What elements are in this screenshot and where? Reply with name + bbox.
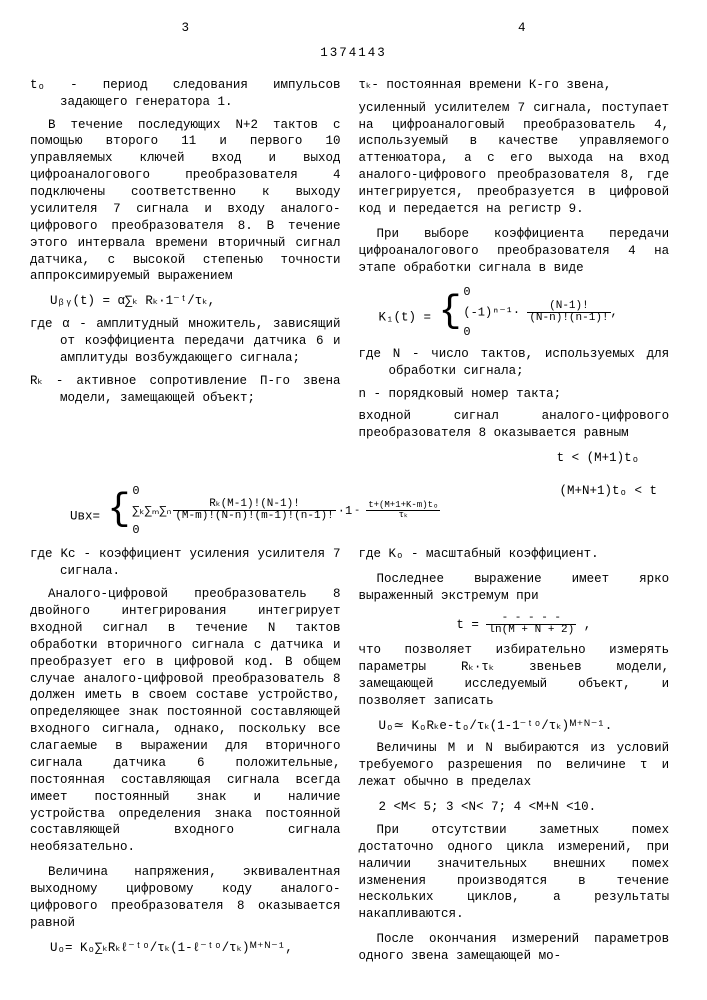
right-column-upper: τₖ- постоянная времени К-го звена, усиле… <box>359 77 670 475</box>
def-t0: tₒ - период следования импульсов задающе… <box>60 77 341 111</box>
left-column-upper: tₒ - период следования импульсов задающе… <box>30 77 341 475</box>
wf-sum: ∑ₖ∑ₘ∑ₙ <box>132 503 171 519</box>
formula-ubt: Uᵦᵧ(t) = α∑ₖ Rₖ·1⁻ᵗ/τₖ, <box>50 293 341 310</box>
def-rk: Rₖ - активное сопротивление П-го звена м… <box>60 373 341 407</box>
para-left-2: В течение последующих N+2 тактов с помощ… <box>30 117 341 286</box>
k1-case-bot: 0 <box>463 324 617 340</box>
wf-lhs: Uвх= <box>70 509 100 523</box>
para-right-8: После окончания измерений параметров одн… <box>359 931 670 965</box>
para-right-3: входной сигнал аналого-цифрового преобра… <box>359 408 670 442</box>
formula-u0-left: Uₒ= Kₒ∑ₖRₖℓ⁻ᵗᵒ/τₖ(1-ℓ⁻ᵗᵒ/τₖ)ᴹ⁺ᴺ⁻¹, <box>50 940 341 957</box>
k1-case-mid: (-1)ⁿ⁻¹ <box>463 305 513 319</box>
wf-tail: ·1 <box>338 503 352 519</box>
def-tau: τₖ- постоянная времени К-го звена, <box>389 77 670 94</box>
def-N: где N - число тактов, используемых для о… <box>389 346 670 380</box>
para-right-5: что позволяет избирательно измерять пара… <box>359 642 670 710</box>
k1-frac-num: (N-1)! <box>527 301 610 313</box>
wf-bot: 0 <box>132 522 440 538</box>
def-alpha: где α - амплитудный множитель, зависящий… <box>60 316 341 367</box>
k1-case-top: 0 <box>463 284 617 300</box>
para-right-2: При выборе коэффициента передачи цифроан… <box>359 226 670 277</box>
page-wrapper: 3 4 1374143 tₒ - период следования импул… <box>30 20 677 973</box>
page-numbers: 3 4 <box>30 20 677 37</box>
def-ko: где Kₒ - масштабный коэффициент. <box>359 546 670 563</box>
formula-bounds: 2 <М< 5; 3 <N< 7; 4 <M+N <10. <box>379 799 670 816</box>
def-kc: где Kc - коэффициент усиления усилителя … <box>60 546 341 580</box>
page-left-num: 3 <box>30 20 341 37</box>
lower-columns: где Kc - коэффициент усиления усилителя … <box>30 546 677 973</box>
right-column-lower: где Kₒ - масштабный коэффициент. Последн… <box>359 546 670 973</box>
wf-exp-den: τₖ <box>366 511 440 520</box>
left-column-lower: где Kc - коэффициент усиления усилителя … <box>30 546 341 973</box>
wf-frac-den: (M-m)!(N-n)!(m-1)!(n-1)! <box>173 511 335 522</box>
formula-k1: K₁(t) = { 0 (-1)ⁿ⁻¹· (N-1)! (N-n)!(n-1)!… <box>379 284 670 339</box>
page-right-num: 4 <box>366 20 677 37</box>
def-n: n - порядковый номер такта; <box>389 386 670 403</box>
cond2: (M+N+1)tₒ < t <box>559 483 657 500</box>
para-right-7: При отсутствии заметных помех достаточно… <box>359 822 670 923</box>
para-right-1: усиленный усилителем 7 сигнала, поступае… <box>359 100 670 218</box>
para-left-3: Аналого-цифровой преобразователь 8 двойн… <box>30 586 341 856</box>
para-right-6: Величины М и N выбираются из условий тре… <box>359 740 670 791</box>
ft-den: ln(M + N + 2) <box>486 625 576 636</box>
cond1: t < (M+1)tₒ <box>359 450 640 467</box>
patent-number: 1374143 <box>30 45 677 62</box>
para-right-4: Последнее выражение имеет ярко выраженны… <box>359 571 670 605</box>
k1-frac-den: (N-n)!(n-1)! <box>527 313 610 324</box>
formula-u0-right: Uₒ≃ KₒRₖe-tₒ/τₖ(1-1⁻ᵗᵒ/τₖ)ᴹ⁺ᴺ⁻¹. <box>379 718 670 735</box>
wide-formula: Uвх= { 0 ∑ₖ∑ₘ∑ₙ Rₖ(M-1)!(N-1)! (M-m)!(N-… <box>70 483 707 538</box>
wf-top: 0 <box>132 483 440 499</box>
upper-columns: tₒ - период следования импульсов задающе… <box>30 77 677 475</box>
para-left-4: Величина напряжения, эквивалентная выход… <box>30 864 341 932</box>
formula-t: t = - - - - - ln(M + N + 2) , <box>379 613 670 636</box>
